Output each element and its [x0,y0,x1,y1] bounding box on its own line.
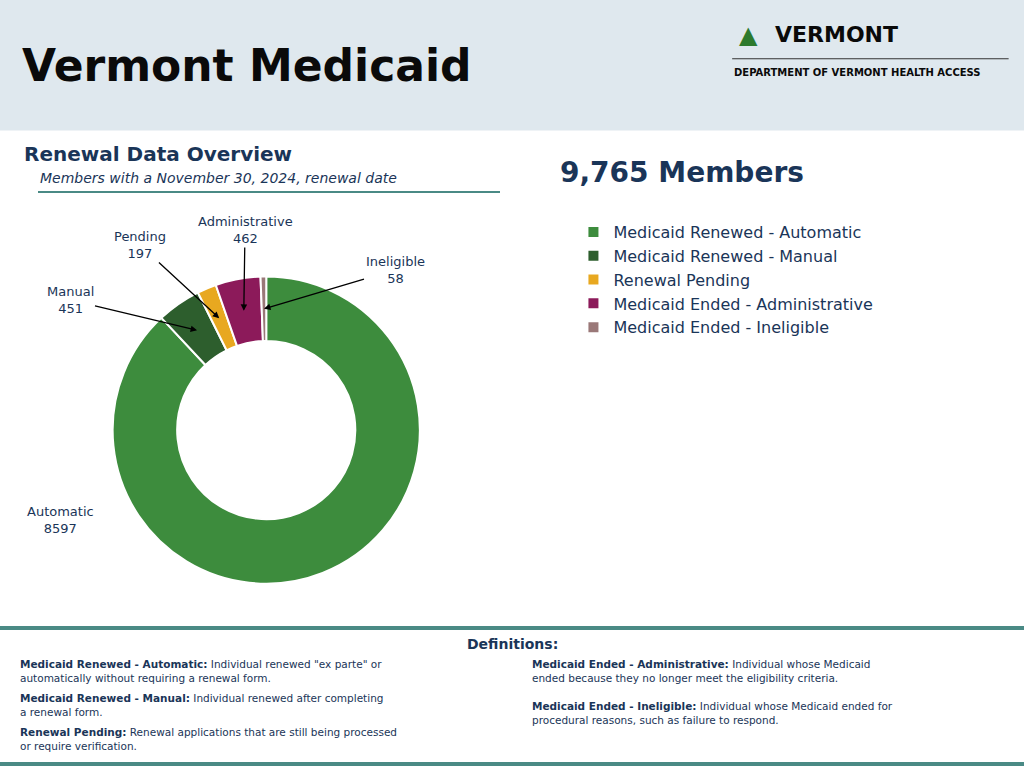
svg-text:Medicaid Ended - Administrativ: Medicaid Ended - Administrative [613,295,872,314]
svg-text:Renewal Pending: Renewal Pending [613,271,750,290]
svg-text:Medicaid Renewed - Automatic: Medicaid Renewed - Automatic [613,223,861,242]
svg-text:Vermont Medicaid: Vermont Medicaid [22,40,472,91]
svg-text:Renewal Pending: Renewal appli: Renewal Pending: Renewal applications th… [20,726,397,752]
svg-text:9,765 Members: 9,765 Members [560,156,804,189]
svg-text:Administrative462: Administrative462 [198,214,293,246]
svg-text:Medicaid Ended - Administrativ: Medicaid Ended - Administrative: Individ… [532,658,870,684]
svg-text:Medicaid Ended - Ineligible: Medicaid Ended - Ineligible [613,318,829,337]
svg-text:Medicaid Renewed - Manual: Medicaid Renewed - Manual [613,247,837,266]
svg-text:Members with a November 30, 20: Members with a November 30, 2024, renewa… [40,170,397,186]
svg-text:Automatic8597: Automatic8597 [27,504,94,536]
svg-text:Pending197: Pending197 [114,229,166,261]
svg-text:▲: ▲ [739,21,758,49]
svg-text:Ineligible58: Ineligible58 [366,254,425,286]
svg-text:Medicaid Ended - Ineligible: I: Medicaid Ended - Ineligible: Individual … [532,700,893,726]
svg-text:Renewal Data Overview: Renewal Data Overview [24,142,292,166]
svg-text:Manual451: Manual451 [47,284,94,316]
svg-text:Definitions:: Definitions: [467,636,558,652]
svg-text:Medicaid Renewed - Automatic:: Medicaid Renewed - Automatic: Individual… [20,658,382,684]
svg-text:Medicaid Renewed - Manual: Ind: Medicaid Renewed - Manual: Individual re… [20,692,383,718]
svg-text:DEPARTMENT OF VERMONT HEALTH A: DEPARTMENT OF VERMONT HEALTH ACCESS [734,67,981,78]
svg-text:VERMONT: VERMONT [775,22,898,47]
